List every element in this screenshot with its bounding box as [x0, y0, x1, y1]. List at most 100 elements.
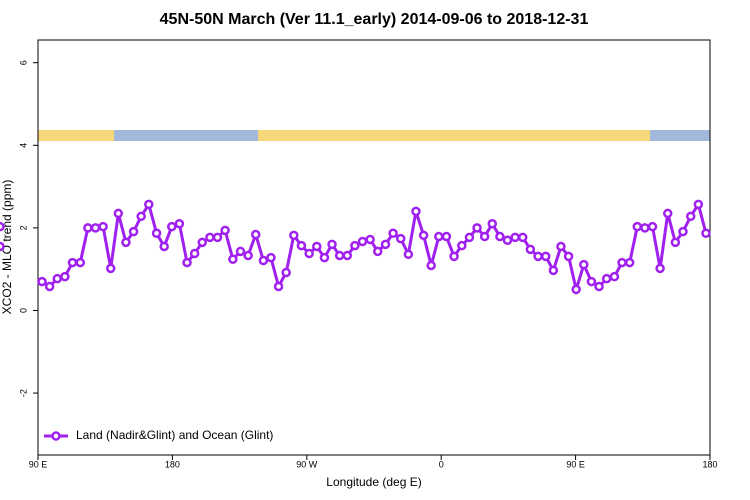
point [632, 221, 643, 232]
point [693, 199, 704, 210]
point [289, 230, 299, 241]
point [548, 265, 559, 276]
y-tick-label: 2 [18, 225, 28, 230]
point [250, 229, 261, 240]
point [136, 211, 146, 222]
point [0, 241, 5, 252]
point [525, 244, 536, 255]
point [113, 208, 124, 219]
point [655, 263, 665, 274]
point [273, 281, 284, 292]
point [205, 232, 215, 243]
point [388, 228, 398, 239]
point [258, 255, 269, 266]
point [350, 240, 360, 251]
point [464, 232, 475, 243]
point [586, 276, 597, 287]
point [594, 281, 604, 292]
point [98, 221, 108, 232]
point [579, 259, 589, 270]
point [495, 231, 505, 242]
point [395, 233, 406, 244]
point [189, 248, 200, 259]
point [312, 241, 322, 252]
x-tick-label: 90 E [29, 459, 48, 469]
y-tick-label: 0 [18, 308, 28, 313]
point [83, 223, 93, 233]
point [266, 252, 276, 263]
x-axis-label: Longitude (deg E) [326, 475, 421, 489]
point [334, 250, 345, 261]
point [304, 248, 314, 259]
point [342, 250, 353, 261]
point [197, 237, 208, 248]
point [380, 239, 391, 250]
point [212, 232, 223, 243]
point [60, 271, 70, 282]
point [67, 257, 78, 268]
point [441, 231, 452, 242]
point [327, 239, 337, 250]
y-tick-label: 6 [18, 60, 28, 65]
plot-frame [37, 39, 711, 456]
point [44, 281, 55, 292]
point [510, 232, 520, 243]
point [167, 221, 177, 232]
x-tick-label: 180 [165, 459, 180, 469]
point [571, 284, 581, 295]
land-ocean-strip [38, 130, 710, 141]
point [487, 219, 498, 229]
point [418, 230, 429, 241]
point [457, 240, 467, 251]
point [37, 276, 47, 287]
point [75, 257, 86, 268]
point [685, 211, 696, 222]
point [517, 232, 528, 243]
point [472, 223, 482, 233]
point [319, 252, 330, 263]
point [235, 246, 246, 257]
point [701, 228, 711, 239]
point [372, 246, 383, 257]
point [426, 260, 436, 271]
point [0, 221, 5, 232]
point [556, 241, 566, 252]
point [121, 237, 131, 248]
y-tick-label: -2 [18, 389, 28, 397]
x-tick-label: 0 [439, 459, 444, 469]
point [502, 235, 513, 246]
point [228, 254, 238, 265]
x-tick-label: 180 [702, 459, 717, 469]
point [563, 251, 574, 262]
legend-label: Land (Nadir&Glint) and Ocean (Glint) [76, 428, 273, 442]
point [105, 263, 116, 274]
point [640, 223, 650, 233]
point [243, 250, 253, 261]
point [144, 199, 154, 210]
point [601, 273, 612, 284]
point [182, 257, 192, 268]
point [670, 237, 681, 248]
point [647, 221, 658, 232]
point [624, 257, 635, 268]
point [174, 219, 185, 229]
point [678, 226, 688, 237]
y-axis-label: XCO2 - MLO trend (ppm) [0, 180, 14, 315]
point [540, 251, 551, 262]
point [220, 225, 230, 236]
point [449, 251, 459, 262]
point [151, 228, 162, 239]
point [128, 226, 139, 237]
point [159, 241, 169, 252]
point [357, 236, 368, 247]
legend-marker [51, 431, 61, 441]
point [90, 223, 101, 233]
point [609, 271, 620, 282]
point [533, 251, 543, 262]
point [296, 240, 307, 251]
point [52, 273, 63, 284]
y-tick-label: 4 [18, 143, 28, 148]
point [662, 208, 673, 219]
point [365, 234, 375, 245]
